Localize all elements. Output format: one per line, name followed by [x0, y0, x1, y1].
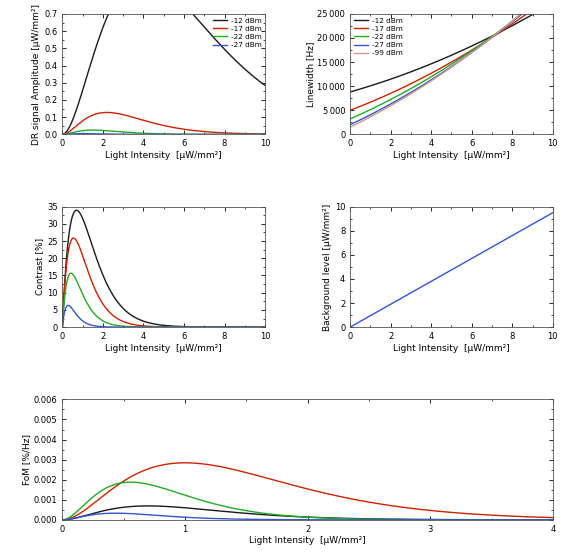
Y-axis label: DR signal Amplitude [μW/mm²]: DR signal Amplitude [μW/mm²] — [32, 4, 41, 145]
Y-axis label: Linewidth [Hz]: Linewidth [Hz] — [306, 41, 315, 107]
X-axis label: Light Intensity  [μW/mm²]: Light Intensity [μW/mm²] — [393, 344, 510, 353]
X-axis label: Light Intensity  [μW/mm²]: Light Intensity [μW/mm²] — [393, 151, 510, 160]
Y-axis label: Background level [μW/mm²]: Background level [μW/mm²] — [323, 203, 332, 330]
Y-axis label: FoM [%/Hz]: FoM [%/Hz] — [22, 434, 31, 485]
X-axis label: Light Intensity  [μW/mm²]: Light Intensity [μW/mm²] — [249, 537, 366, 545]
Legend: -12 dBm, -17 dBm, -22 dBm, -27 dBm, -99 dBm: -12 dBm, -17 dBm, -22 dBm, -27 dBm, -99 … — [354, 17, 403, 57]
X-axis label: Light Intensity  [μW/mm²]: Light Intensity [μW/mm²] — [105, 151, 222, 160]
Y-axis label: Contrast [%]: Contrast [%] — [35, 239, 44, 295]
X-axis label: Light Intensity  [μW/mm²]: Light Intensity [μW/mm²] — [105, 344, 222, 353]
Legend: -12 dBm, -17 dBm, -22 dBm, -27 dBm: -12 dBm, -17 dBm, -22 dBm, -27 dBm — [213, 17, 261, 48]
